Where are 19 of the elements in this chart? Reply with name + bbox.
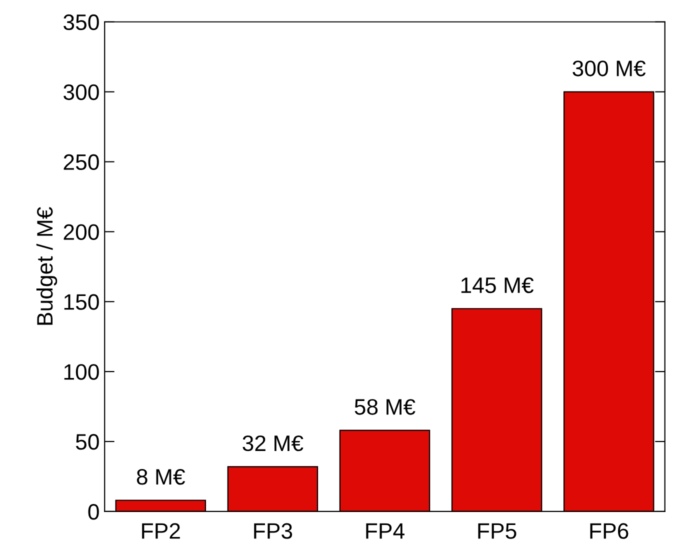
data-label: 145 M€ xyxy=(461,277,534,294)
y-tick-label: 300 xyxy=(64,84,99,100)
x-tick-label: FP4 xyxy=(366,523,404,539)
y-tick-label: 0 xyxy=(88,504,99,520)
y-tick-label: 150 xyxy=(64,294,99,310)
y-tick-label: 100 xyxy=(64,364,99,380)
y-axis-title: Budget / M€ xyxy=(36,207,58,325)
x-tick-label: FP3 xyxy=(254,523,292,539)
y-tick-label: 50 xyxy=(76,434,99,450)
data-label: 8 M€ xyxy=(136,469,186,485)
x-tick-label: FP6 xyxy=(590,523,628,539)
data-label: 32 M€ xyxy=(242,435,304,452)
data-label: 58 M€ xyxy=(354,399,416,415)
y-tick-label: 200 xyxy=(64,224,99,240)
x-tick-label: FP2 xyxy=(142,523,180,539)
y-tick-label: 350 xyxy=(64,14,99,30)
x-tick-label: FP5 xyxy=(478,523,516,539)
data-label: 300 M€ xyxy=(572,60,646,76)
y-tick-label: 250 xyxy=(64,154,99,170)
